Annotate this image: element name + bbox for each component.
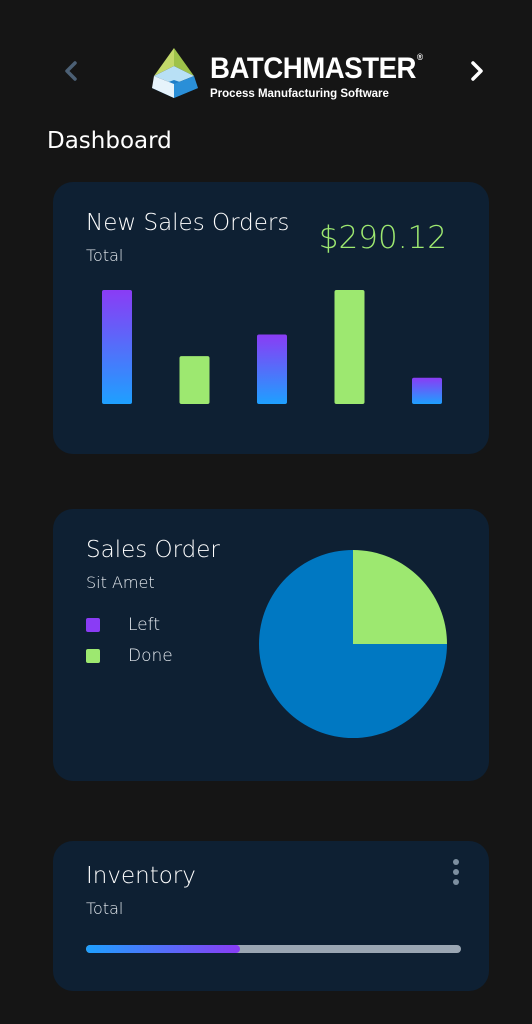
kebab-dot <box>453 869 459 875</box>
legend-label-done: Done <box>128 645 173 666</box>
brand-logo: BATCHMASTER® Process Manufacturing Softw… <box>150 46 423 108</box>
bar-2 <box>179 356 210 404</box>
page-title: Dashboard <box>47 128 172 154</box>
inventory-subtitle: Total <box>86 899 124 918</box>
new-sales-orders-title: New Sales Orders <box>86 210 290 236</box>
chevron-left-icon <box>65 61 77 81</box>
bar-5 <box>412 377 442 404</box>
inventory-progress-fill <box>86 945 240 953</box>
sales-order-title: Sales Order <box>86 537 220 563</box>
pie-slice-left <box>259 550 447 738</box>
sales-order-card[interactable]: Sales Order Sit Amet Left Done <box>53 509 489 781</box>
legend-item-left: Left <box>86 609 173 640</box>
kebab-dot <box>453 859 459 865</box>
legend-item-done: Done <box>86 640 173 671</box>
registered-mark: ® <box>416 52 423 62</box>
new-sales-orders-card[interactable]: New Sales Orders Total $290.12 <box>53 182 489 454</box>
more-vertical-icon[interactable] <box>451 857 461 887</box>
header: BATCHMASTER® Process Manufacturing Softw… <box>0 40 532 110</box>
sales-order-pie-chart <box>259 550 447 738</box>
chevron-right-icon <box>471 61 483 81</box>
inventory-progress-track <box>86 945 461 953</box>
sales-order-subtitle: Sit Amet <box>86 573 155 592</box>
new-sales-orders-subtitle: Total <box>86 246 124 265</box>
brand-tagline: Process Manufacturing Software <box>210 88 389 100</box>
kebab-dot <box>453 879 459 885</box>
legend-swatch-done <box>86 648 100 663</box>
inventory-title: Inventory <box>86 863 196 889</box>
pyramid-logo-icon <box>152 48 198 98</box>
pie-legend: Left Done <box>86 609 173 671</box>
legend-swatch-left <box>86 617 100 632</box>
bar-3 <box>257 334 287 404</box>
legend-label-left: Left <box>128 614 160 635</box>
pie-slice-done <box>353 550 447 644</box>
bar-4 <box>334 290 365 404</box>
bar-1 <box>102 290 132 404</box>
sales-bar-chart <box>102 290 442 404</box>
inventory-card[interactable]: Inventory Total <box>53 841 489 991</box>
previous-button[interactable] <box>56 56 86 86</box>
next-button[interactable] <box>462 56 492 86</box>
brand-wordmark: BATCHMASTER® <box>210 52 423 85</box>
sales-total-value: $290.12 <box>318 220 447 256</box>
